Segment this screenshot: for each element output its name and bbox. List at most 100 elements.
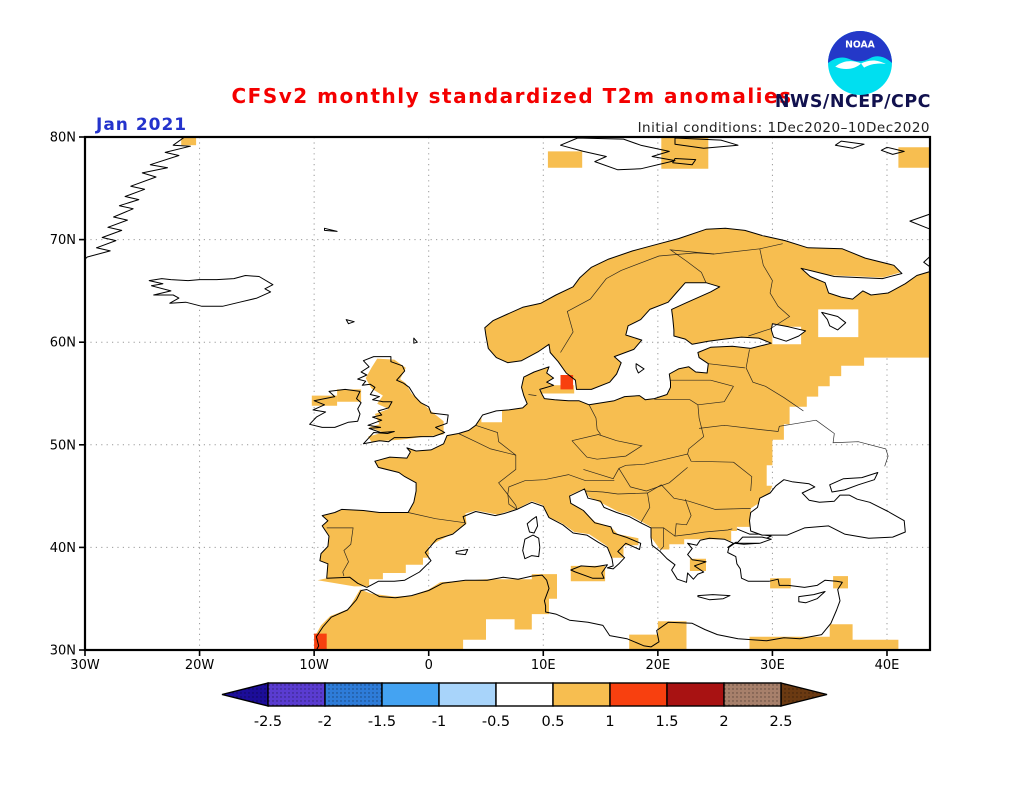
country-border	[326, 527, 354, 577]
country-border	[699, 419, 817, 432]
country-border	[458, 433, 518, 510]
country-border	[815, 419, 889, 467]
balearics-coast	[455, 549, 469, 556]
x-axis-label: 40E	[875, 658, 900, 673]
corsica-coast	[526, 516, 539, 534]
anomaly-region-positive	[570, 565, 606, 582]
x-axis-label: 10W	[299, 658, 329, 673]
noaa-logo-text: NOAA	[845, 40, 876, 51]
country-border	[588, 404, 601, 435]
country-border	[748, 248, 791, 337]
black-sea-coast	[749, 479, 906, 539]
country-border	[583, 453, 734, 480]
anomaly-region-positive	[770, 578, 791, 589]
y-axis-label: 70N	[50, 233, 76, 248]
colorbar-label: 1	[605, 714, 614, 730]
x-axis-label: 0	[425, 658, 433, 673]
shetland-coast	[413, 337, 418, 344]
colorbar-cell	[552, 682, 611, 707]
sea-hole	[481, 409, 502, 423]
x-axis-label: 10E	[531, 658, 556, 673]
colorbar-label: -1	[432, 714, 446, 730]
y-axis-label: 80N	[50, 131, 76, 146]
noaa-logo: NOAA	[828, 31, 892, 95]
colorbar-cell	[381, 682, 440, 707]
page-title: CFSv2 monthly standardized T2m anomalies	[231, 84, 793, 108]
country-border	[507, 474, 615, 510]
y-axis-label: 40N	[50, 541, 76, 556]
anomaly-region-positive	[317, 228, 930, 587]
jan-mayen-coast	[324, 227, 338, 232]
initial-conditions-label: Initial conditions: 1Dec2020–10Dec2020	[637, 120, 930, 136]
greenland-coast	[85, 137, 191, 260]
anomaly-region-positive	[898, 147, 930, 168]
lake-ladoga	[770, 323, 807, 342]
colorbar-cell	[495, 682, 554, 707]
colorbar-right-arrow-dots	[781, 683, 827, 706]
noaa-logo-sky	[828, 31, 892, 63]
x-axis-label: 20E	[645, 658, 670, 673]
anomaly-cell-red	[560, 375, 574, 390]
colorbar-label: 2.5	[769, 714, 792, 730]
country-border	[528, 394, 537, 396]
svalbard-coast-2	[674, 137, 739, 149]
colorbar-cell-dots	[325, 683, 382, 706]
colorbar-cell	[438, 682, 497, 707]
colorbar-left-arrow-dots	[222, 683, 268, 706]
forecast-month-label: Jan 2021	[96, 115, 188, 135]
country-border	[669, 249, 715, 283]
great-britain-coast	[357, 356, 449, 445]
sicily-coast	[570, 564, 608, 579]
colorbar-label: 2	[719, 714, 728, 730]
anomaly-region-positive	[749, 624, 899, 650]
country-border	[708, 363, 745, 369]
y-axis-label: 50N	[50, 438, 76, 453]
country-border	[661, 484, 751, 510]
colorbar-cell-dots	[724, 683, 781, 706]
svalbard-coast-3	[672, 158, 697, 166]
gotland-coast	[635, 363, 645, 374]
colorbar-label: -2	[318, 714, 332, 730]
anomaly-region-positive	[365, 358, 444, 442]
y-axis-label: 30N	[50, 644, 76, 659]
colorbar-label: 1.5	[655, 714, 678, 730]
colorbar-label: -2.5	[254, 714, 282, 730]
sardinia-coast	[522, 534, 541, 560]
africa-levant-coast	[315, 539, 843, 650]
country-border	[745, 349, 804, 412]
colorbar-label: 0.5	[541, 714, 564, 730]
country-border	[585, 484, 662, 495]
x-axis-label: 20W	[185, 658, 215, 673]
country-border	[697, 386, 734, 406]
anomaly-region-positive	[314, 574, 557, 650]
x-axis-label: 30W	[70, 658, 100, 673]
arctic-island-2	[880, 146, 905, 155]
noaa-logo-bird	[835, 60, 886, 70]
country-border	[687, 404, 705, 455]
faroe-coast	[345, 319, 355, 325]
anomaly-region-positive	[547, 151, 583, 168]
colorbar-cell-dots	[268, 683, 325, 706]
country-border	[571, 434, 643, 460]
country-border	[654, 399, 699, 406]
colorbar-label: -0.5	[482, 714, 510, 730]
novaya-zemlya-fragment	[909, 213, 930, 230]
crete-coast	[697, 594, 731, 601]
anomaly-cell-red	[314, 633, 327, 650]
arctic-island-1	[834, 140, 865, 149]
country-border	[733, 461, 753, 492]
iceland-coast	[148, 275, 274, 307]
anomaly-region-positive	[181, 137, 197, 146]
mainland-atlantic-coast	[319, 227, 930, 588]
anomaly-region-positive	[337, 389, 362, 402]
y-axis-label: 60N	[50, 336, 76, 351]
anomaly-region-positive	[311, 395, 338, 406]
country-border	[759, 243, 783, 250]
country-border	[408, 512, 466, 524]
mediterranean-north-coast	[366, 488, 772, 588]
colorbar-label: -1.5	[368, 714, 396, 730]
cyprus-coast	[798, 591, 826, 604]
x-axis-label: 30E	[760, 658, 785, 673]
country-border	[670, 379, 734, 387]
